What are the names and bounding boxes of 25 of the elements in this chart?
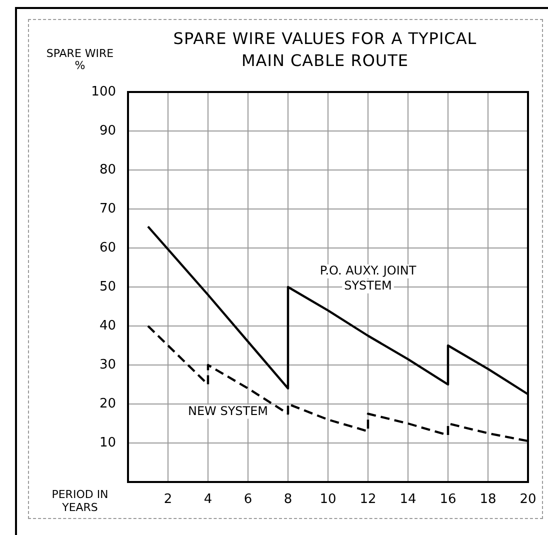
x-tick-label: 10 — [320, 492, 336, 508]
x-tick-label: 14 — [400, 492, 416, 508]
y-tick-label: 50 — [99, 279, 116, 294]
x-tick-label: 2 — [164, 492, 172, 508]
x-tick-label: 8 — [284, 492, 292, 508]
y-tick-label: 20 — [99, 396, 116, 412]
y-tick-label: 90 — [99, 123, 116, 138]
y-tick-label: 80 — [99, 162, 116, 178]
x-tick-label: 4 — [204, 492, 212, 508]
x-tick-label: 20 — [520, 492, 536, 508]
y-tick-label: 70 — [99, 201, 116, 216]
y-tick-label: 100 — [91, 84, 116, 100]
y-tick-label: 60 — [99, 240, 116, 256]
series-label: P.O. AUXY. JOINT SYSTEM — [320, 264, 417, 293]
y-tick-label: 40 — [99, 318, 116, 334]
series-label: NEW SYSTEM — [188, 404, 268, 418]
chart-title: SPARE WIRE VALUES FOR A TYPICAL MAIN CABLE ROUTE — [172, 28, 478, 72]
y-tick-label: 10 — [99, 435, 116, 450]
y-tick-label: 30 — [99, 357, 116, 372]
x-tick-label: 12 — [360, 492, 376, 508]
x-tick-label: 16 — [440, 492, 456, 508]
x-tick-label: 18 — [480, 492, 496, 508]
y-axis-title: SPARE WIRE % — [45, 47, 115, 72]
x-tick-label: 6 — [244, 492, 252, 508]
x-axis-title: PERIOD IN YEARS — [52, 488, 108, 514]
